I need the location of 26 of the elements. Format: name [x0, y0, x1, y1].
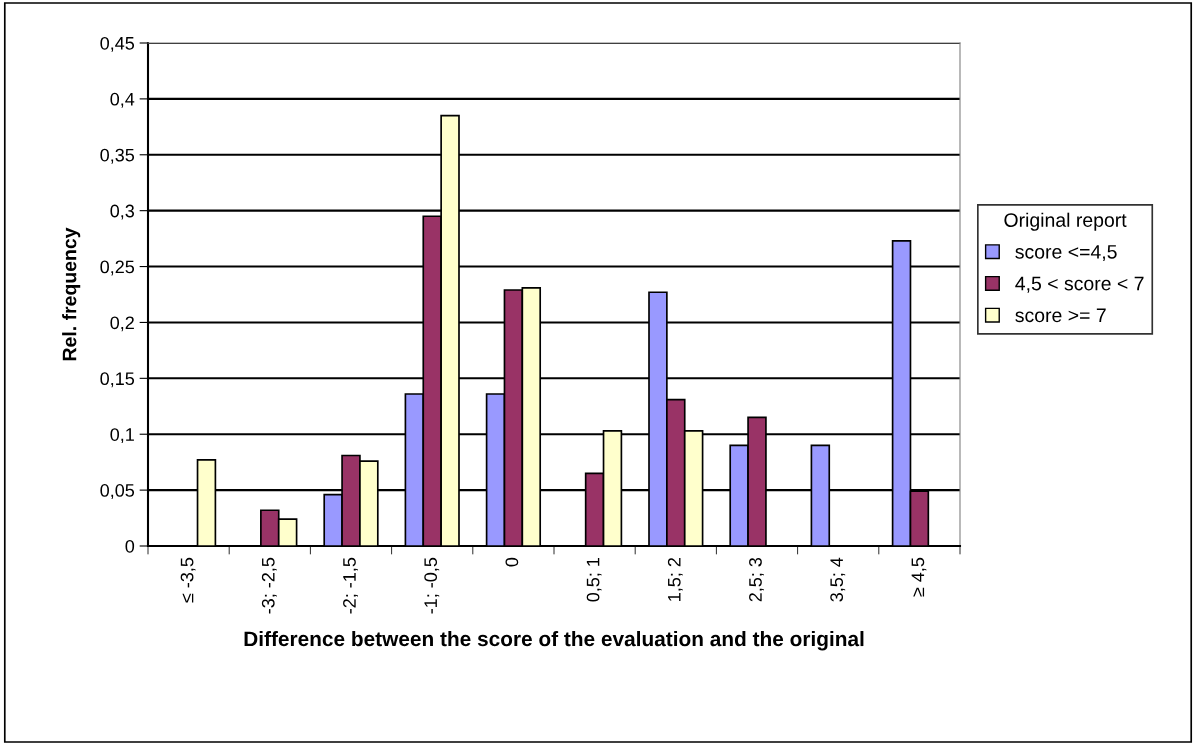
y-tick-label: 0,4: [110, 92, 135, 108]
legend-label: 4,5 < score < 7: [1015, 276, 1144, 293]
x-tick-label: 2,5; 3: [749, 557, 764, 602]
y-tick-label: 0,2: [110, 316, 134, 332]
y-tick-label: 0,45: [100, 36, 135, 52]
legend-title: Original report: [1004, 212, 1127, 231]
y-tick-label: 0: [125, 539, 135, 553]
legend-label: score >= 7: [1015, 308, 1106, 323]
y-axis-title: Rel. frequency: [62, 227, 81, 361]
x-tick-label: 0,5; 1: [586, 557, 602, 602]
y-tick-label: 0,15: [100, 372, 135, 388]
y-tick-label: 0,1: [110, 428, 134, 444]
x-tick-label: ≥ 4,5: [911, 557, 927, 597]
y-tick-label: 0,35: [100, 148, 135, 164]
x-tick-label: -2; -1,5: [343, 557, 358, 614]
x-tick-label: 3,5; 4: [830, 557, 846, 602]
x-tick-label: 1,5; 2: [667, 558, 683, 601]
x-axis-title: Difference between the score of the evaluation and the original: [244, 630, 864, 651]
x-tick-label: ≤ -3,5: [180, 557, 196, 603]
x-tick-label: 0: [505, 557, 519, 567]
y-tick-label: 0,05: [100, 484, 135, 499]
legend-label: score <=4,5: [1015, 245, 1117, 261]
y-tick-label: 0,25: [100, 260, 135, 276]
y-tick-label: 0,3: [110, 204, 135, 220]
x-tick-label: -3; -2,5: [261, 557, 277, 614]
x-tick-label: -1; -0,5: [424, 557, 440, 614]
